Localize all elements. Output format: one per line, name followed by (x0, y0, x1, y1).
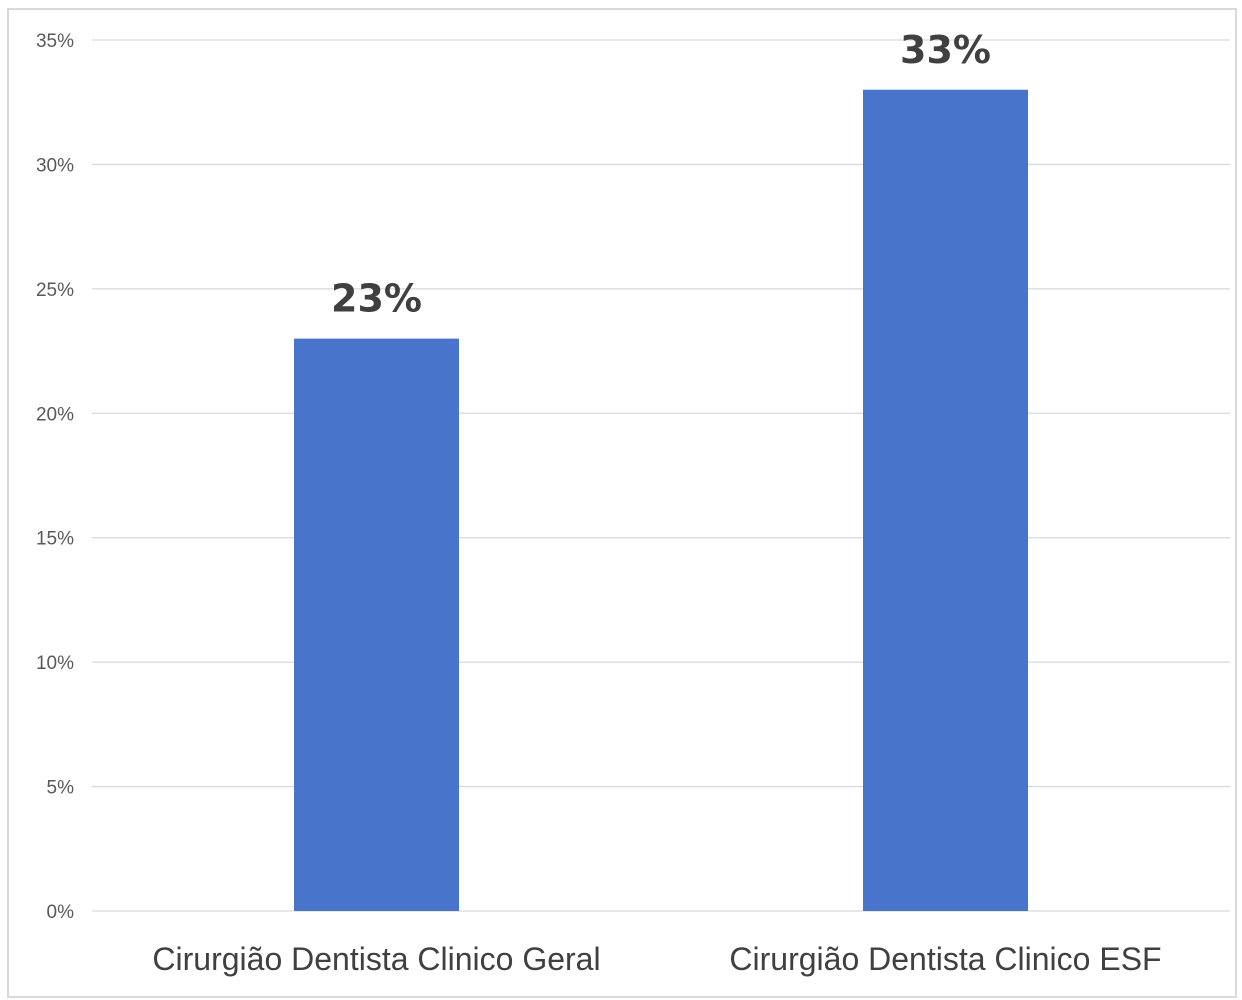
y-tick-label: 15% (36, 529, 74, 550)
bar-2 (863, 89, 1028, 912)
data-label-2: 33% (900, 28, 991, 72)
category-label-1: Cirurgião Dentista Clinico Geral (152, 941, 600, 977)
chart-frame (7, 8, 1237, 998)
y-tick-label: 30% (36, 155, 74, 176)
gridlines (92, 39, 1230, 912)
y-axis-tick-labels: 0% 5% 10% 15% 20% 25% 30% 35% (36, 31, 74, 923)
y-tick-label: 35% (36, 31, 74, 52)
y-tick-label: 25% (36, 280, 74, 301)
category-label-2: Cirurgião Dentista Clinico ESF (729, 941, 1161, 977)
data-labels: 23% 33% (331, 28, 991, 321)
x-axis-category-labels: Cirurgião Dentista Clinico Geral Cirurgiã… (152, 941, 1161, 977)
bar-1 (294, 338, 459, 912)
data-label-1: 23% (331, 277, 422, 321)
y-tick-label: 20% (36, 404, 74, 425)
y-tick-label: 0% (47, 902, 75, 923)
y-tick-label: 10% (36, 653, 74, 674)
y-tick-label: 5% (47, 778, 75, 799)
bars (294, 89, 1028, 912)
